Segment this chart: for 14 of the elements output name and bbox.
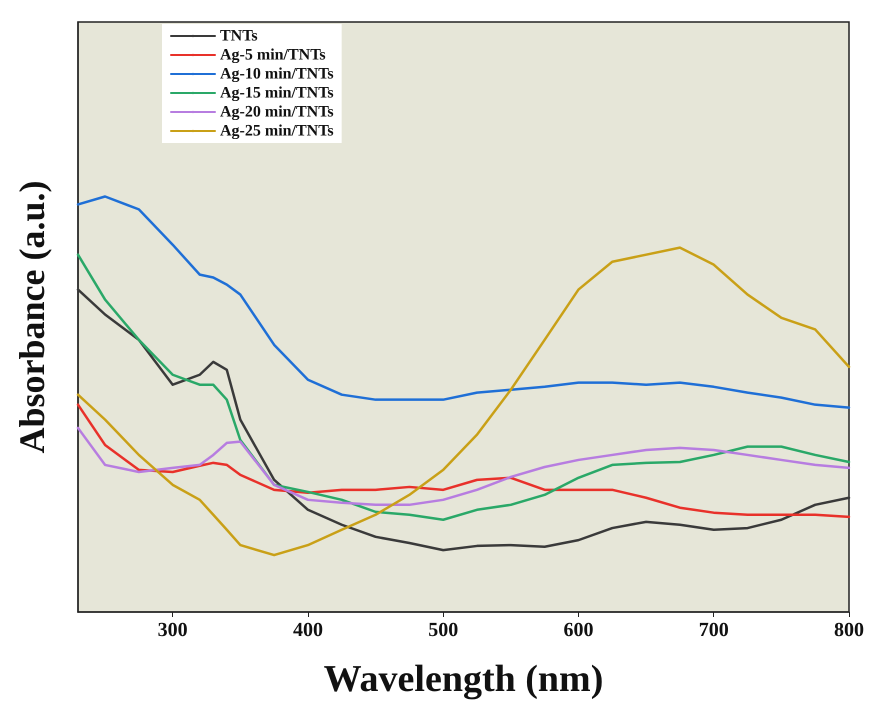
x-axis-title: Wavelength (nm): [324, 658, 604, 700]
legend-label: Ag-5 min/TNTs: [220, 46, 326, 64]
x-tick-label: 600: [563, 619, 594, 641]
legend-label: Ag-25 min/TNTs: [220, 122, 334, 140]
legend-label: Ag-10 min/TNTs: [220, 66, 334, 82]
x-tick-label: 500: [428, 619, 458, 641]
legend-label: Ag-20 min/TNTs: [220, 104, 334, 120]
legend-label: Ag-15 min/TNTs: [220, 84, 334, 102]
y-axis-title: Absorbance (a.u.): [12, 180, 52, 454]
legend-label: TNTs: [220, 28, 258, 44]
x-tick-label: 300: [158, 619, 188, 641]
x-tick-label: 700: [698, 619, 729, 641]
x-tick-label: 400: [292, 619, 323, 641]
x-tick-label: 800: [834, 619, 864, 641]
